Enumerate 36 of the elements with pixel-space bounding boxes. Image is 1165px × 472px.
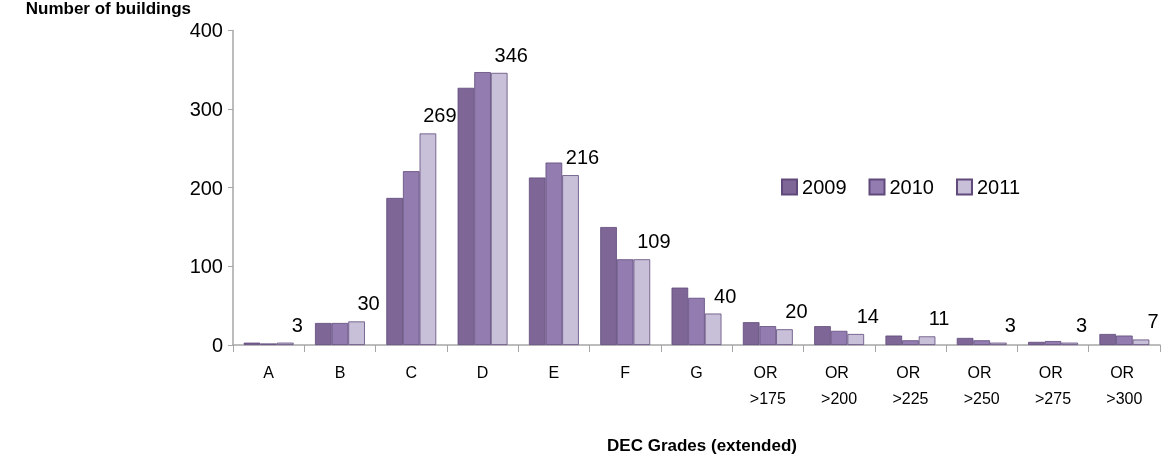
x-tick-label: OR >200 (821, 363, 858, 407)
x-tick-label: OR >300 (1106, 363, 1143, 407)
y-tick-label: 100 (189, 255, 223, 278)
legend-label: 2010 (889, 176, 934, 198)
x-tick-label: D (476, 363, 489, 381)
data-label: 3 (1004, 313, 1016, 336)
legend-label: 2009 (802, 176, 847, 198)
data-label: 7 (1147, 310, 1159, 333)
x-tick-label: OR >175 (749, 363, 786, 407)
data-label: 14 (856, 304, 879, 327)
y-tick-label: 200 (189, 176, 223, 199)
data-label: 346 (494, 43, 528, 66)
data-label: 20 (785, 300, 808, 323)
data-label: 11 (928, 307, 950, 330)
data-label: 109 (637, 230, 671, 253)
y-tick-label: 300 (189, 98, 223, 121)
legend-label: 2011 (976, 176, 1021, 198)
x-tick-label: G (690, 363, 703, 381)
x-tick-label: OR >225 (892, 363, 929, 407)
data-label: 269 (423, 104, 457, 127)
data-label: 216 (565, 146, 600, 169)
x-tick-label: F (620, 363, 631, 381)
x-tick-label: OR >275 (1035, 363, 1072, 407)
y-axis-title: Number of buildings (25, 0, 191, 18)
x-axis-title: DEC Grades (extended) (607, 436, 797, 455)
data-label: 3 (1076, 313, 1088, 336)
x-tick-label: A (263, 363, 275, 381)
x-tick-label: B (334, 363, 346, 381)
data-label: 30 (357, 292, 380, 315)
x-tick-label: E (548, 363, 560, 381)
x-tick-label: OR >250 (963, 363, 1000, 407)
data-label: 40 (714, 284, 737, 307)
y-tick-label: 0 (211, 334, 223, 356)
x-tick-label: C (405, 363, 418, 381)
y-tick-label: 400 (189, 19, 223, 42)
data-label: 3 (291, 313, 303, 336)
